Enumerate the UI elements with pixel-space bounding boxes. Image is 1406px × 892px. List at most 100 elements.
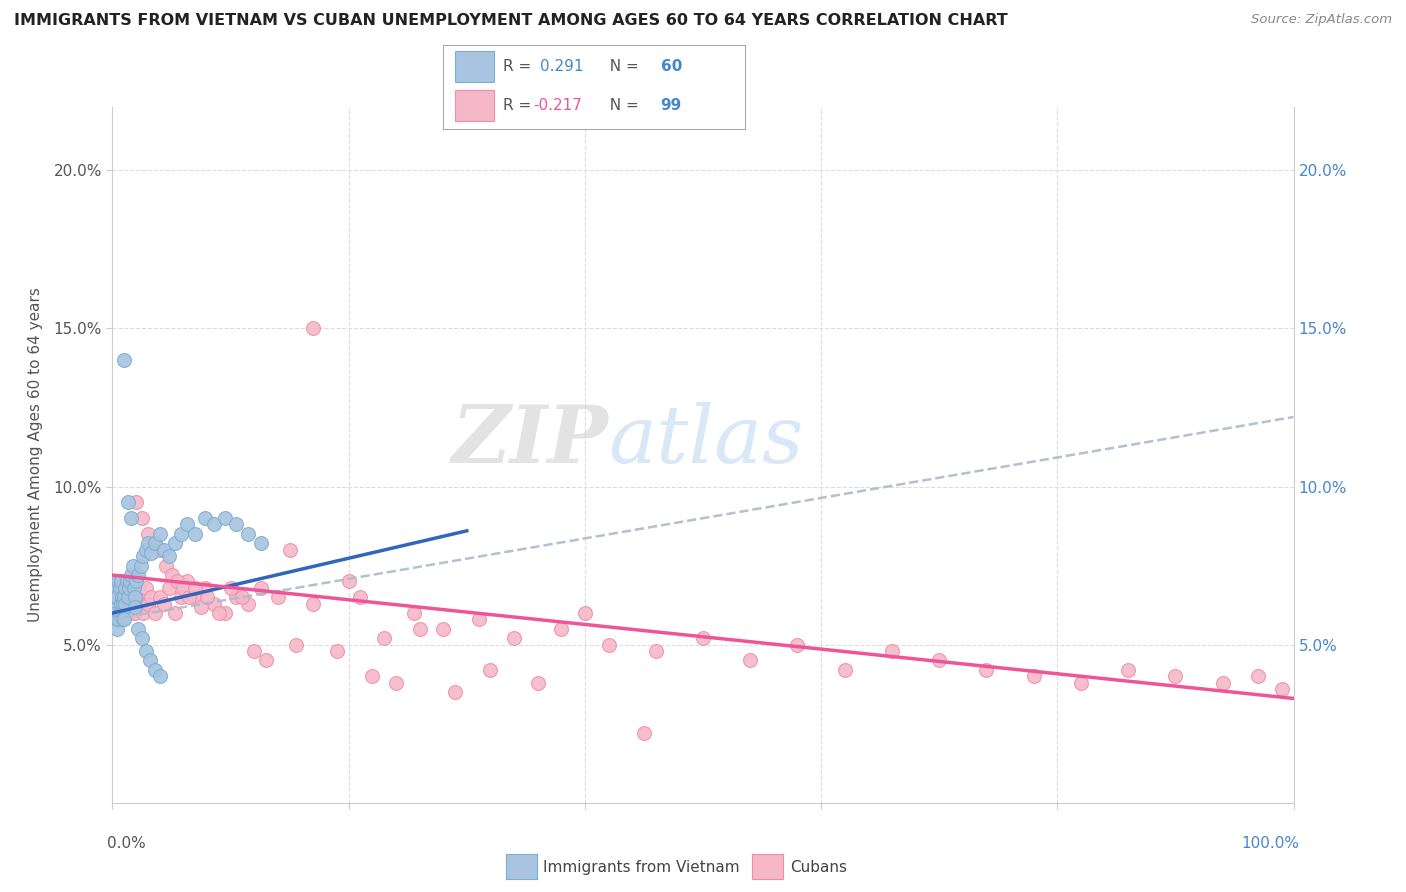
Point [115, 574, 138, 589]
Point [633, 726, 655, 740]
Point [105, 606, 128, 620]
Point [120, 606, 142, 620]
Point [208, 606, 231, 620]
Point [444, 685, 467, 699]
Point [104, 591, 127, 605]
Point [103, 599, 125, 614]
Point [124, 606, 146, 620]
Point [112, 612, 135, 626]
Point [1271, 681, 1294, 696]
Point [225, 517, 247, 532]
Point [574, 606, 596, 620]
Point [131, 632, 153, 646]
Point [373, 632, 395, 646]
Point [194, 511, 217, 525]
Point [118, 581, 141, 595]
Point [120, 511, 142, 525]
Point [238, 527, 260, 541]
Point [110, 574, 132, 589]
Point [526, 675, 548, 690]
Point [117, 581, 139, 595]
Point [155, 558, 177, 573]
Point [111, 606, 134, 620]
Point [112, 353, 135, 368]
Point [110, 597, 132, 611]
Point [550, 622, 572, 636]
Point [170, 591, 193, 605]
Point [190, 599, 212, 614]
Point [165, 536, 187, 550]
Text: Cubans: Cubans [790, 860, 848, 874]
Text: 60: 60 [661, 59, 682, 74]
Point [385, 675, 408, 690]
Point [195, 591, 218, 605]
Point [361, 669, 384, 683]
Point [928, 653, 950, 667]
Text: 99: 99 [661, 98, 682, 113]
Point [184, 581, 207, 595]
Point [115, 591, 138, 605]
Point [165, 606, 187, 620]
Point [127, 622, 149, 636]
Point [202, 517, 225, 532]
Point [118, 597, 141, 611]
Point [692, 632, 714, 646]
Point [976, 663, 998, 677]
Point [402, 606, 425, 620]
Point [254, 653, 277, 667]
Point [284, 638, 307, 652]
Point [110, 591, 132, 605]
Point [250, 536, 273, 550]
Point [786, 638, 808, 652]
Point [120, 574, 142, 589]
Point [1247, 669, 1270, 683]
Point [1022, 669, 1045, 683]
Point [408, 622, 430, 636]
Point [125, 574, 148, 589]
Point [153, 542, 176, 557]
Point [1070, 675, 1092, 690]
Text: N =: N = [600, 59, 644, 74]
Point [104, 612, 127, 626]
Point [278, 542, 301, 557]
Text: 100.0%: 100.0% [1241, 836, 1299, 851]
Point [172, 581, 194, 595]
Point [105, 581, 128, 595]
Point [125, 495, 148, 509]
Point [139, 653, 162, 667]
Point [143, 663, 166, 677]
Point [103, 599, 125, 614]
Bar [456, 52, 495, 82]
Point [129, 558, 152, 573]
Point [105, 606, 128, 620]
Point [142, 536, 165, 550]
Point [112, 591, 135, 605]
Point [122, 581, 145, 595]
Point [598, 638, 620, 652]
Point [302, 597, 325, 611]
Point [479, 663, 502, 677]
Text: R =: R = [503, 98, 537, 113]
Point [219, 581, 242, 595]
Point [644, 644, 666, 658]
Point [231, 591, 253, 605]
Point [105, 622, 128, 636]
Point [202, 597, 225, 611]
Point [153, 597, 176, 611]
Point [124, 591, 146, 605]
Point [107, 612, 129, 626]
Point [135, 542, 157, 557]
Point [112, 597, 135, 611]
Point [141, 546, 163, 560]
Point [105, 581, 128, 595]
Point [467, 612, 489, 626]
Point [132, 549, 155, 563]
Text: Immigrants from Vietnam: Immigrants from Vietnam [543, 860, 740, 874]
Point [432, 622, 454, 636]
Point [176, 517, 198, 532]
Point [503, 632, 526, 646]
Point [114, 581, 136, 595]
Point [120, 568, 142, 582]
Point [349, 591, 371, 605]
Point [143, 606, 166, 620]
